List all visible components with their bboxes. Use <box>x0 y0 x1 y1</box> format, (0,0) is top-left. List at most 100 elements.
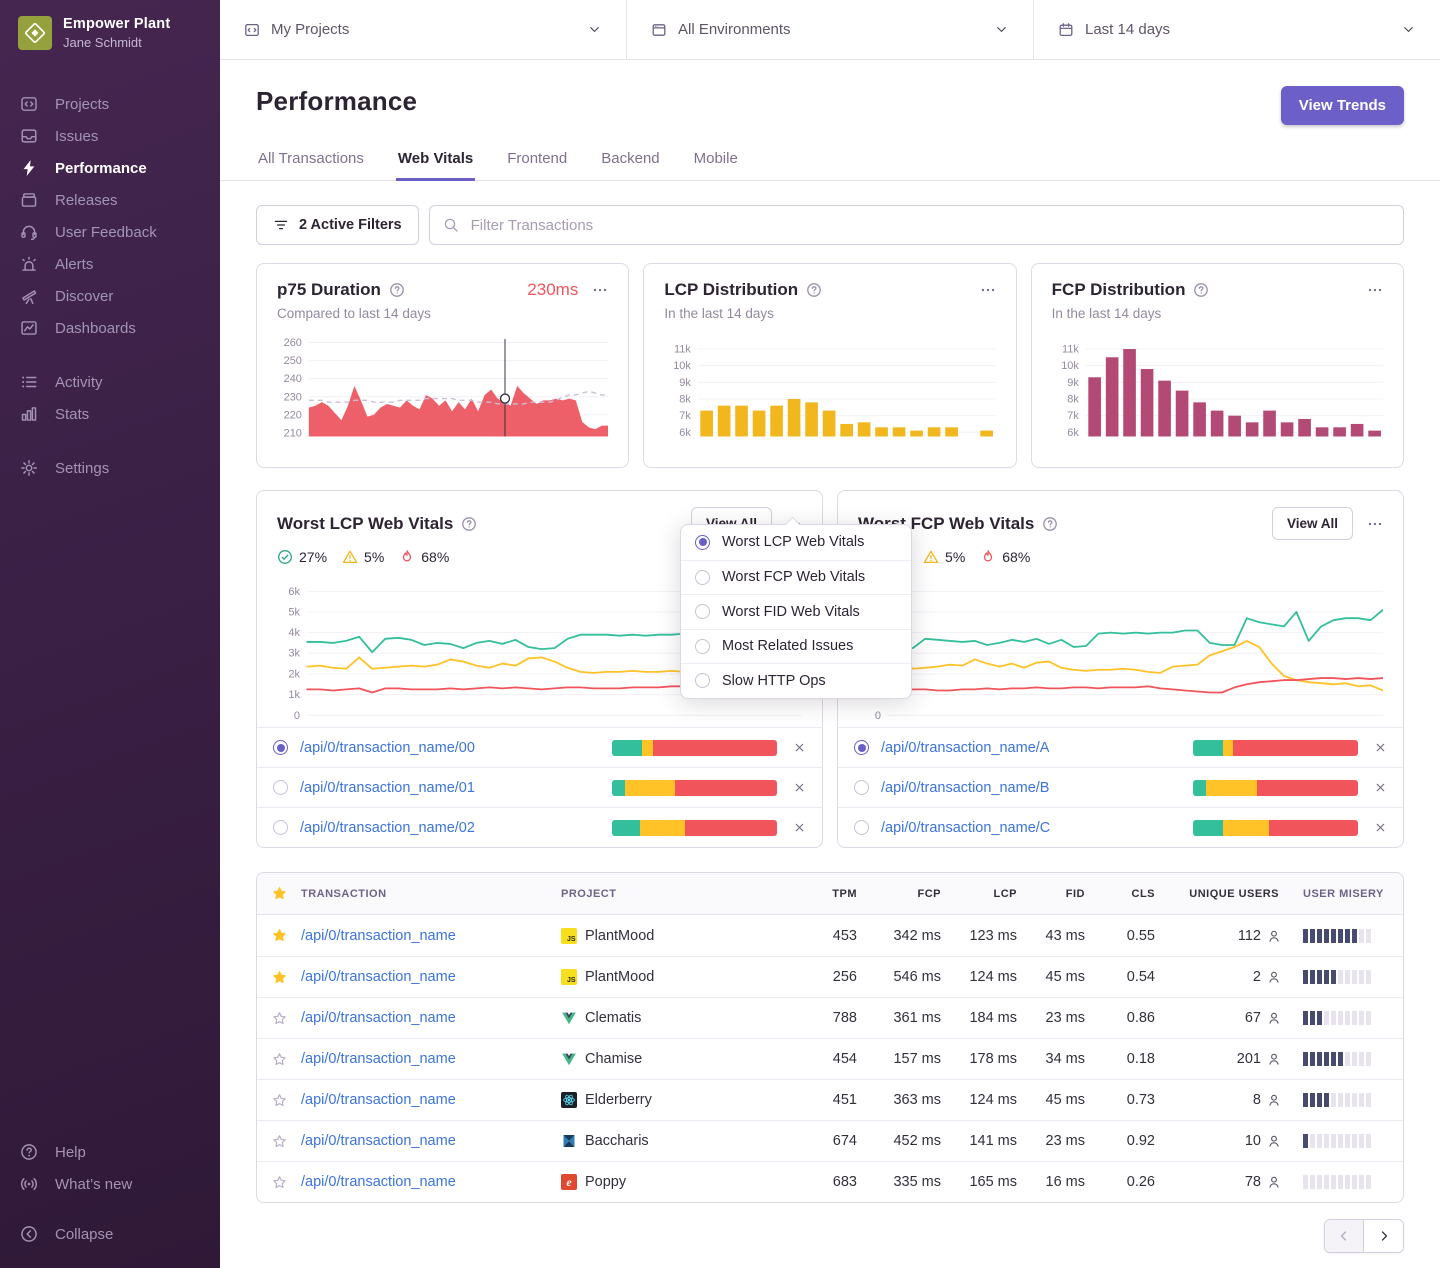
tpm-cell: 453 <box>801 928 867 944</box>
sidebar-item-user-feedback[interactable]: User Feedback <box>0 216 220 248</box>
column-header-fcp[interactable]: FCP <box>867 888 951 900</box>
tab-web-vitals[interactable]: Web Vitals <box>396 141 475 181</box>
tab-frontend[interactable]: Frontend <box>505 141 569 180</box>
column-header-tpm[interactable]: TPM <box>801 888 867 900</box>
star-icon[interactable] <box>257 1175 301 1190</box>
transaction-link[interactable]: /api/0/transaction_name <box>301 1133 456 1149</box>
radio-button[interactable] <box>695 639 710 654</box>
star-icon[interactable] <box>257 1134 301 1149</box>
radio-button[interactable] <box>695 604 710 619</box>
ellipsis-menu-icon[interactable] <box>592 282 608 298</box>
column-header-unique-users[interactable]: UNIQUE USERS <box>1165 888 1289 900</box>
star-column-header[interactable] <box>257 886 301 901</box>
sidebar-item-stats[interactable]: Stats <box>0 398 220 430</box>
sidebar-item-what-s-new[interactable]: What’s new <box>0 1168 220 1200</box>
radio-button[interactable] <box>273 820 288 835</box>
close-icon[interactable] <box>1374 741 1387 754</box>
transaction-link[interactable]: /api/0/transaction_name <box>301 969 456 985</box>
sidebar-item-settings[interactable]: Settings <box>0 452 220 484</box>
transaction-link[interactable]: /api/0/transaction_name <box>301 1174 456 1190</box>
menu-option-worst-fid-web-vitals[interactable]: Worst FID Web Vitals <box>681 594 911 629</box>
close-icon[interactable] <box>793 821 806 834</box>
transaction-cell: /api/0/transaction_name <box>301 1174 561 1190</box>
selector-my-projects[interactable]: My Projects <box>220 0 626 59</box>
pagination <box>256 1219 1404 1253</box>
tab-mobile[interactable]: Mobile <box>692 141 740 180</box>
next-page-button[interactable] <box>1364 1220 1403 1252</box>
transaction-link[interactable]: /api/0/transaction_name/01 <box>300 780 475 796</box>
search-input[interactable] <box>469 216 1390 235</box>
radio-button[interactable] <box>695 570 710 585</box>
vitals-transaction-row: /api/0/transaction_name/A <box>838 727 1403 767</box>
user-icon <box>1267 929 1281 943</box>
radio-button[interactable] <box>854 780 869 795</box>
sidebar-item-issues[interactable]: Issues <box>0 120 220 152</box>
org-profile[interactable]: Empower Plant Jane Schmidt <box>0 16 220 50</box>
question-icon[interactable] <box>806 282 822 298</box>
sidebar-item-releases[interactable]: Releases <box>0 184 220 216</box>
selector-all-environments[interactable]: All Environments <box>626 0 1033 59</box>
sidebar-item-collapse[interactable]: Collapse <box>0 1218 220 1250</box>
transaction-link[interactable]: /api/0/transaction_name <box>301 1051 456 1067</box>
transaction-link[interactable]: /api/0/transaction_name/02 <box>300 820 475 836</box>
ellipsis-menu-icon[interactable] <box>1367 516 1383 532</box>
column-header-transaction[interactable]: TRANSACTION <box>301 888 561 900</box>
prev-page-button[interactable] <box>1325 1220 1364 1252</box>
sidebar-item-projects[interactable]: Projects <box>0 88 220 120</box>
menu-option-slow-http-ops[interactable]: Slow HTTP Ops <box>681 663 911 698</box>
ellipsis-menu-icon[interactable] <box>1367 282 1383 298</box>
column-header-lcp[interactable]: LCP <box>951 888 1027 900</box>
star-icon[interactable] <box>257 1011 301 1026</box>
active-filters-button[interactable]: 2 Active Filters <box>256 205 419 245</box>
menu-option-worst-lcp-web-vitals[interactable]: Worst LCP Web Vitals <box>681 525 911 560</box>
question-icon[interactable] <box>1042 516 1058 532</box>
radio-button[interactable] <box>695 535 710 550</box>
tab-backend[interactable]: Backend <box>599 141 661 180</box>
selector-last-14-days[interactable]: Last 14 days <box>1033 0 1440 59</box>
transaction-link[interactable]: /api/0/transaction_name/00 <box>300 740 475 756</box>
star-icon[interactable] <box>257 928 301 943</box>
sidebar-item-activity[interactable]: Activity <box>0 366 220 398</box>
column-header-cls[interactable]: CLS <box>1095 888 1165 900</box>
radio-button[interactable] <box>273 780 288 795</box>
close-icon[interactable] <box>1374 821 1387 834</box>
worst-fcp-chart: 6k5k4k3k2k1k0 <box>858 577 1383 723</box>
view-all-button[interactable]: View All <box>1272 507 1353 540</box>
transaction-link[interactable]: /api/0/transaction_name/B <box>881 780 1049 796</box>
transaction-link[interactable]: /api/0/transaction_name <box>301 928 456 944</box>
close-icon[interactable] <box>1374 781 1387 794</box>
transaction-link[interactable]: /api/0/transaction_name <box>301 1092 456 1108</box>
fcp-cell: 361 ms <box>867 1010 951 1026</box>
sidebar-item-discover[interactable]: Discover <box>0 280 220 312</box>
radio-button[interactable] <box>854 820 869 835</box>
view-trends-button[interactable]: View Trends <box>1281 86 1404 125</box>
column-header-user-misery[interactable]: USER MISERY <box>1289 888 1403 900</box>
sidebar-item-dashboards[interactable]: Dashboards <box>0 312 220 344</box>
star-icon[interactable] <box>257 970 301 985</box>
radio-button[interactable] <box>854 740 869 755</box>
ellipsis-menu-icon[interactable] <box>980 282 996 298</box>
question-icon[interactable] <box>461 516 477 532</box>
close-icon[interactable] <box>793 781 806 794</box>
transaction-link[interactable]: /api/0/transaction_name/C <box>881 820 1050 836</box>
unique-users-value: 8 <box>1253 1092 1261 1108</box>
radio-button[interactable] <box>273 740 288 755</box>
svg-text:6k: 6k <box>1067 427 1079 439</box>
menu-option-worst-fcp-web-vitals[interactable]: Worst FCP Web Vitals <box>681 560 911 595</box>
sidebar-item-help[interactable]: Help <box>0 1136 220 1168</box>
sidebar-item-alerts[interactable]: Alerts <box>0 248 220 280</box>
transaction-link[interactable]: /api/0/transaction_name/A <box>881 740 1049 756</box>
transaction-link[interactable]: /api/0/transaction_name <box>301 1010 456 1026</box>
menu-option-most-related-issues[interactable]: Most Related Issues <box>681 629 911 664</box>
close-icon[interactable] <box>793 741 806 754</box>
question-icon[interactable] <box>389 282 405 298</box>
tab-all-transactions[interactable]: All Transactions <box>256 141 366 180</box>
question-icon[interactable] <box>1193 282 1209 298</box>
star-icon[interactable] <box>257 1093 301 1108</box>
column-header-fid[interactable]: FID <box>1027 888 1095 900</box>
star-icon[interactable] <box>257 1052 301 1067</box>
sidebar-item-performance[interactable]: Performance <box>0 152 220 184</box>
radio-button[interactable] <box>695 673 710 688</box>
column-header-project[interactable]: PROJECT <box>561 888 801 900</box>
lcp-distribution-card: LCP Distribution In the last 14 days 11k… <box>643 263 1016 468</box>
